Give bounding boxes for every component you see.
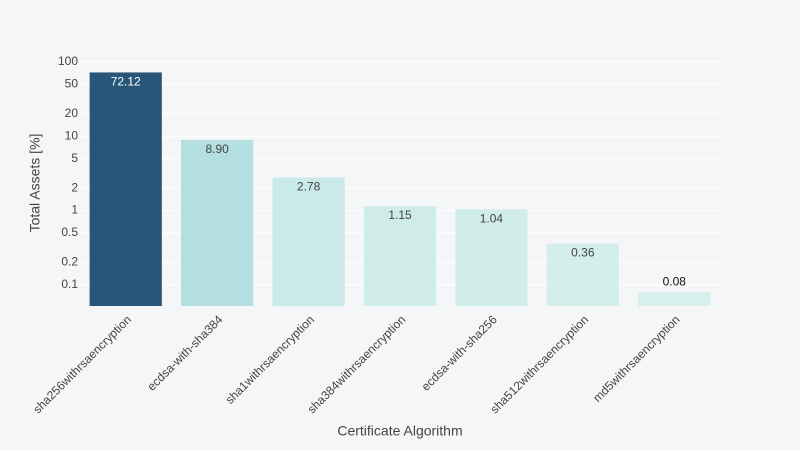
y-tick-label: 20 bbox=[65, 106, 79, 120]
y-axis-title: Total Assets [%] bbox=[27, 134, 43, 233]
data-label: 72.12 bbox=[111, 75, 141, 89]
bar bbox=[181, 139, 254, 306]
y-tick-label: 1 bbox=[71, 203, 78, 217]
bar bbox=[455, 209, 528, 306]
data-label: 8.90 bbox=[205, 142, 229, 156]
y-tick-label: 2 bbox=[71, 180, 78, 194]
data-label: 0.08 bbox=[663, 274, 687, 288]
y-tick-label: 100 bbox=[58, 54, 78, 68]
y-tick-label: 10 bbox=[65, 128, 79, 142]
bar bbox=[89, 72, 162, 306]
y-tick-label: 0.5 bbox=[61, 225, 78, 239]
y-tick-label: 0.1 bbox=[61, 277, 78, 291]
x-axis-title: Certificate Algorithm bbox=[337, 423, 462, 439]
y-tick-label: 0.2 bbox=[61, 255, 78, 269]
bar bbox=[638, 292, 711, 306]
bar bbox=[363, 206, 437, 306]
bar bbox=[272, 177, 345, 306]
y-tick-label: 50 bbox=[65, 76, 79, 90]
data-label: 2.78 bbox=[297, 180, 321, 194]
data-label: 1.15 bbox=[388, 208, 412, 222]
bar bbox=[546, 243, 619, 306]
y-tick-label: 5 bbox=[71, 151, 78, 165]
data-label: 0.36 bbox=[571, 246, 595, 260]
data-label: 1.04 bbox=[480, 211, 504, 225]
